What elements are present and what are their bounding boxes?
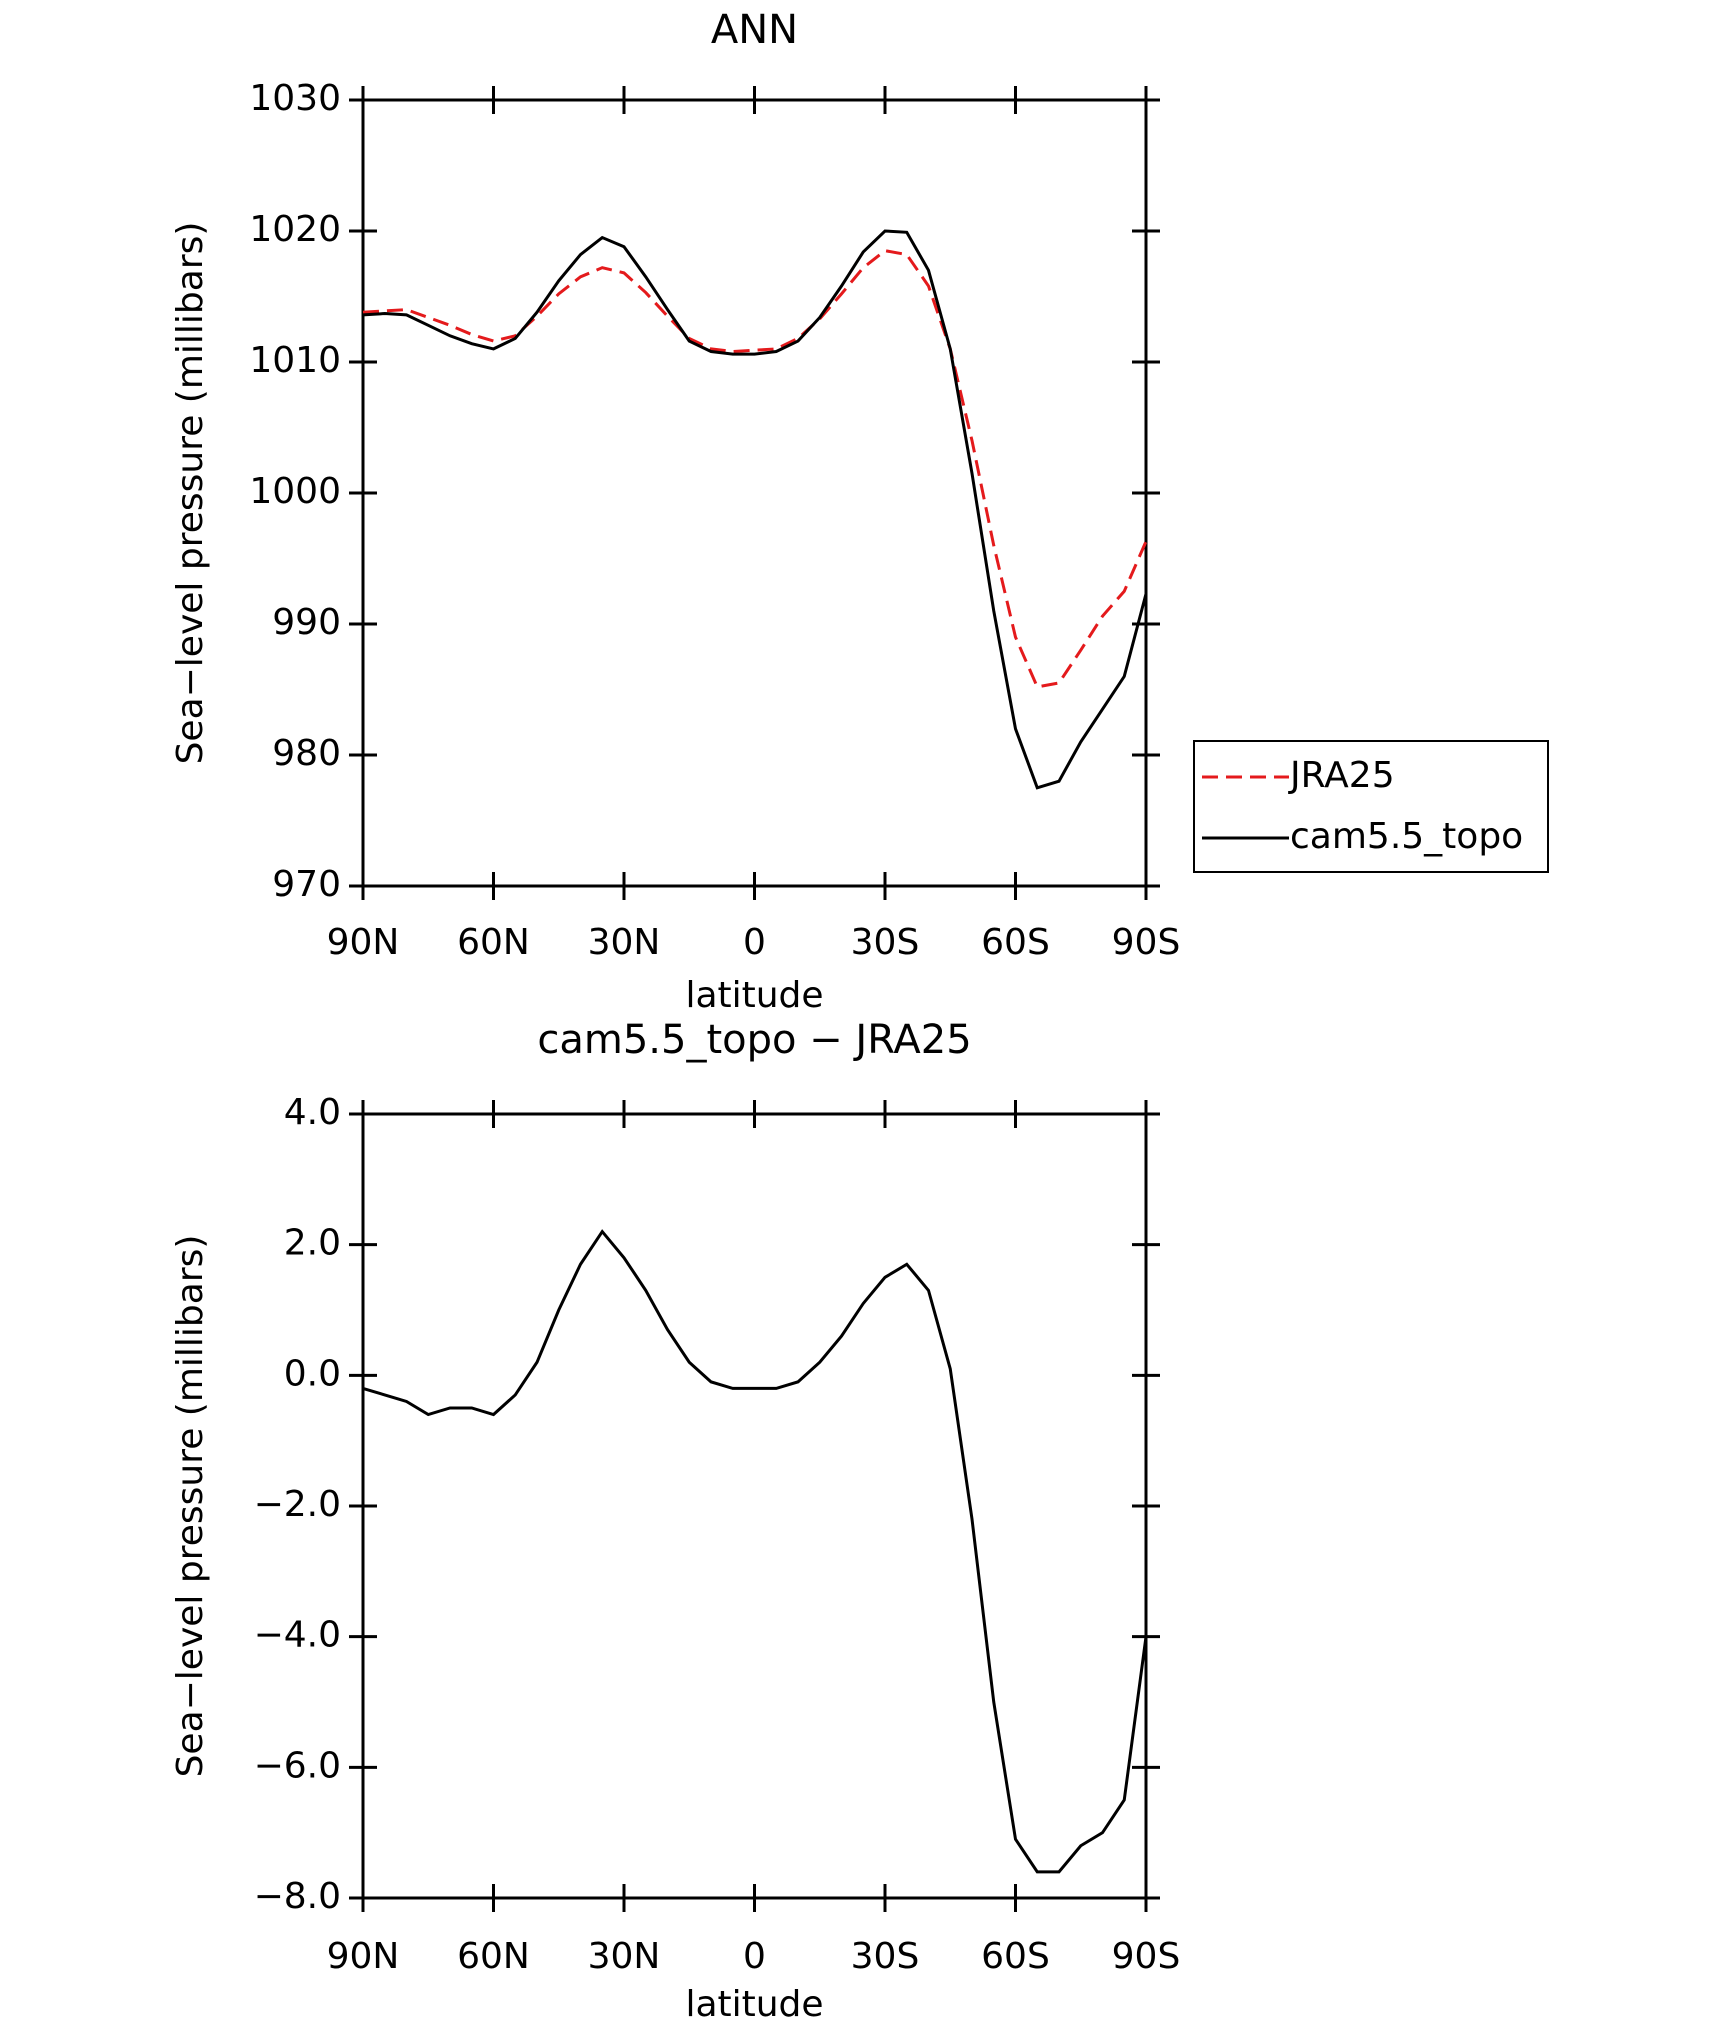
y-tick-label: 1030: [249, 78, 341, 119]
legend-box: [1193, 740, 1549, 873]
x-tick-label: 90N: [327, 922, 400, 963]
x-tick-label: 90S: [1112, 1936, 1181, 1977]
y-tick-label: −4.0: [254, 1615, 341, 1656]
chart-title: ANN: [711, 7, 798, 53]
data-line: [362, 229, 1148, 790]
data-line: [362, 1229, 1148, 1874]
x-tick-label: 0: [743, 922, 766, 963]
x-tick-label: 60N: [457, 1936, 530, 1977]
y-tick-label: −2.0: [254, 1484, 341, 1525]
y-axis-label: Sea−level pressure (millibars): [170, 222, 211, 765]
y-tick-label: −6.0: [254, 1745, 341, 1786]
x-tick-label: 0: [743, 1936, 766, 1977]
y-tick-label: 4.0: [284, 1092, 341, 1133]
legend-label: cam5.5_topo: [1290, 816, 1523, 857]
y-tick-label: 1020: [249, 209, 341, 250]
x-tick-label: 30N: [588, 922, 661, 963]
x-tick-label: 90N: [327, 1936, 400, 1977]
legend-label: JRA25: [1288, 755, 1395, 796]
plot-frame: [361, 1112, 1148, 1900]
x-tick-label: 90S: [1112, 922, 1181, 963]
y-tick-label: 2.0: [284, 1223, 341, 1264]
x-tick-label: 30S: [851, 1936, 920, 1977]
x-tick-label: 30N: [588, 1936, 661, 1977]
y-axis-label: Sea−level pressure (millibars): [170, 1235, 211, 1778]
x-tick-label: 60N: [457, 922, 530, 963]
y-tick-label: −8.0: [254, 1876, 341, 1917]
x-tick-label: 30S: [851, 922, 920, 963]
y-tick-label: 970: [272, 864, 341, 905]
x-axis-label: latitude: [685, 975, 823, 1016]
y-tick-label: 980: [272, 733, 341, 774]
y-tick-label: 990: [272, 602, 341, 643]
x-axis-label: latitude: [685, 1984, 823, 2021]
y-tick-label: 1000: [249, 471, 341, 512]
y-tick-label: 0.0: [284, 1353, 341, 1394]
x-tick-label: 60S: [981, 1936, 1050, 1977]
data-line: [362, 249, 1148, 689]
y-tick-label: 1010: [249, 340, 341, 381]
x-tick-label: 60S: [981, 922, 1050, 963]
chart-title: cam5.5_topo − JRA25: [537, 1017, 971, 1063]
